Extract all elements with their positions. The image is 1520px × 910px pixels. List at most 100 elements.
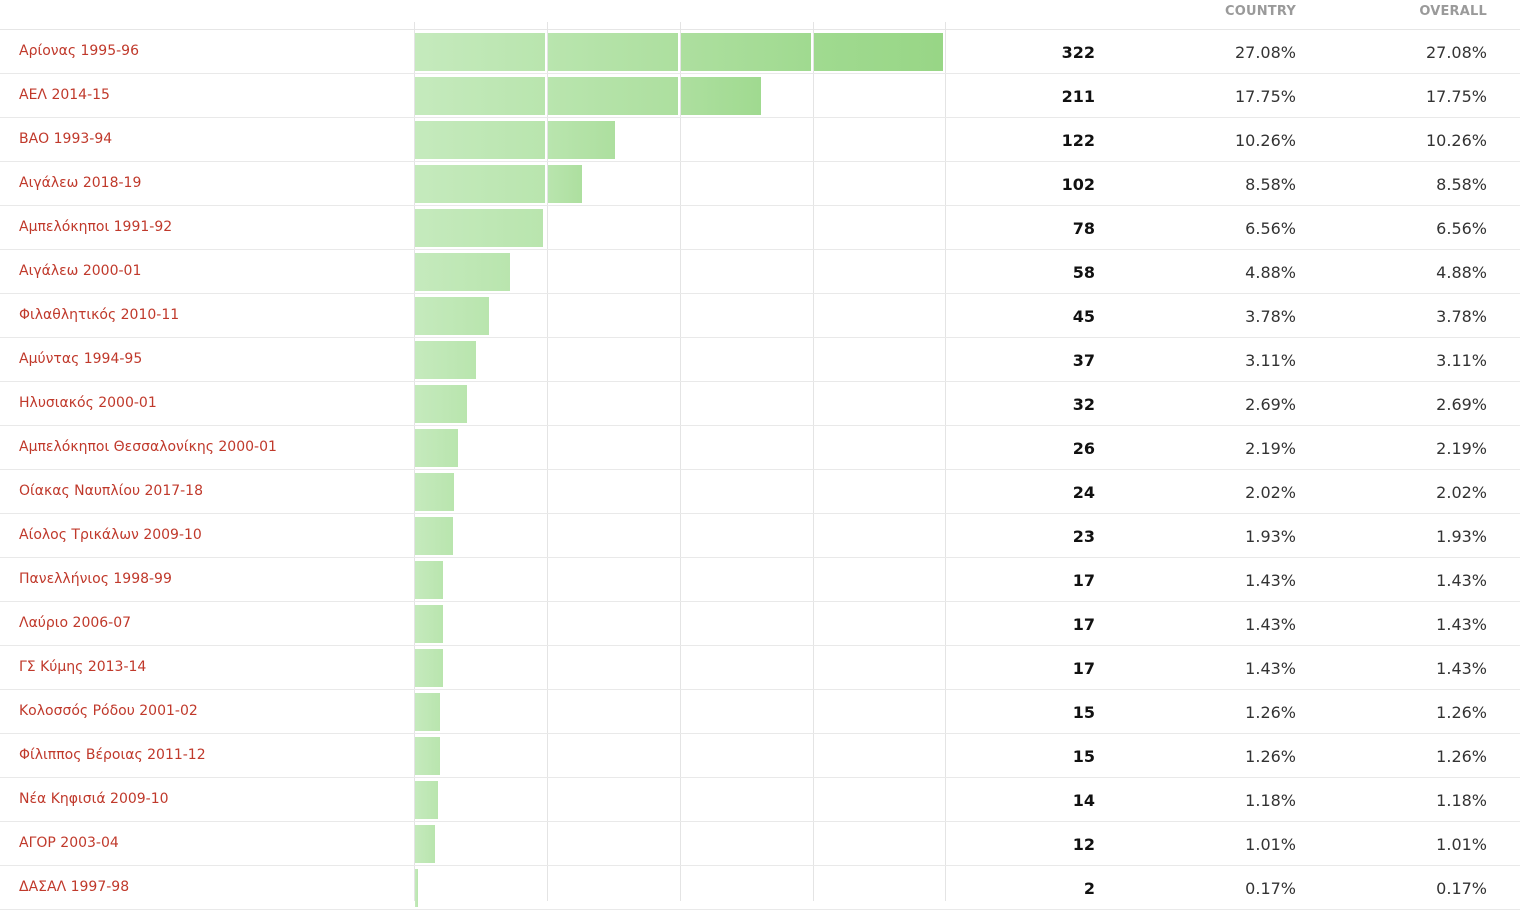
row-overall-percent: 6.56% xyxy=(1436,219,1487,238)
table-row: Λαύριο 2006-07 17 1.43% 1.43% xyxy=(0,602,1520,646)
row-count: 122 xyxy=(1061,131,1095,150)
row-country-percent: 3.78% xyxy=(1245,307,1296,326)
table-row: Αμπελόκηποι 1991-92 78 6.56% 6.56% xyxy=(0,206,1520,250)
row-label-link[interactable]: Αίολος Τρικάλων 2009-10 xyxy=(19,527,202,543)
table-row: Ηλυσιακός 2000-01 32 2.69% 2.69% xyxy=(0,382,1520,426)
row-overall-percent: 27.08% xyxy=(1425,43,1487,62)
row-country-percent: 27.08% xyxy=(1234,43,1296,62)
row-overall-percent: 1.26% xyxy=(1436,747,1487,766)
table-row: ΑΕΛ 2014-15 211 17.75% 17.75% xyxy=(0,74,1520,118)
row-country-percent: 2.69% xyxy=(1245,395,1296,414)
row-label-link[interactable]: Ηλυσιακός 2000-01 xyxy=(19,395,157,411)
row-country-percent: 10.26% xyxy=(1234,131,1296,150)
table-row: Αιγάλεω 2000-01 58 4.88% 4.88% xyxy=(0,250,1520,294)
row-count: 37 xyxy=(1072,351,1095,370)
row-country-percent: 4.88% xyxy=(1245,263,1296,282)
row-count: 26 xyxy=(1072,439,1095,458)
row-count: 211 xyxy=(1061,87,1095,106)
row-count: 322 xyxy=(1061,43,1095,62)
row-label-link[interactable]: Αμπελόκηποι 1991-92 xyxy=(19,219,173,235)
row-count: 102 xyxy=(1061,175,1095,194)
table-row: Νέα Κηφισιά 2009-10 14 1.18% 1.18% xyxy=(0,778,1520,822)
column-header-country[interactable]: COUNTRY xyxy=(1224,4,1296,19)
row-count: 14 xyxy=(1072,791,1095,810)
row-country-percent: 3.11% xyxy=(1245,351,1296,370)
row-overall-percent: 0.17% xyxy=(1436,879,1487,898)
row-count: 2 xyxy=(1083,879,1095,898)
row-overall-percent: 1.93% xyxy=(1436,527,1487,546)
column-header-overall[interactable]: OVERALL xyxy=(1419,4,1487,19)
row-country-percent: 17.75% xyxy=(1234,87,1296,106)
row-overall-percent: 4.88% xyxy=(1436,263,1487,282)
row-count: 45 xyxy=(1072,307,1095,326)
row-label-link[interactable]: Αμύντας 1994-95 xyxy=(19,351,143,367)
row-country-percent: 1.18% xyxy=(1245,791,1296,810)
row-label-link[interactable]: Αιγάλεω 2018-19 xyxy=(19,175,142,191)
table-row: Φίλιππος Βέροιας 2011-12 15 1.26% 1.26% xyxy=(0,734,1520,778)
table-row: Αμπελόκηποι Θεσσαλονίκης 2000-01 26 2.19% 2… xyxy=(0,426,1520,470)
row-count: 17 xyxy=(1072,659,1095,678)
table-row: Αμύντας 1994-95 37 3.11% 3.11% xyxy=(0,338,1520,382)
row-overall-percent: 2.02% xyxy=(1436,483,1487,502)
row-count: 23 xyxy=(1072,527,1095,546)
row-count: 17 xyxy=(1072,615,1095,634)
row-country-percent: 2.02% xyxy=(1245,483,1296,502)
table-row: Πανελλήνιος 1998-99 17 1.43% 1.43% xyxy=(0,558,1520,602)
row-label-link[interactable]: Φίλιππος Βέροιας 2011-12 xyxy=(19,747,206,763)
row-count: 58 xyxy=(1072,263,1095,282)
row-label-link[interactable]: Κολοσσός Ρόδου 2001-02 xyxy=(19,703,198,719)
row-overall-percent: 1.26% xyxy=(1436,703,1487,722)
row-overall-percent: 1.43% xyxy=(1436,571,1487,590)
table-row: Αρίονας 1995-96 322 27.08% 27.08% xyxy=(0,30,1520,74)
row-label-link[interactable]: ΓΣ Κύμης 2013-14 xyxy=(19,659,147,675)
row-label-link[interactable]: ΑΓΟΡ 2003-04 xyxy=(19,835,119,851)
row-country-percent: 2.19% xyxy=(1245,439,1296,458)
table-row: Οίακας Ναυπλίου 2017-18 24 2.02% 2.02% xyxy=(0,470,1520,514)
table-header: COUNTRY OVERALL xyxy=(0,0,1520,30)
row-count: 24 xyxy=(1072,483,1095,502)
table-row: ΑΓΟΡ 2003-04 12 1.01% 1.01% xyxy=(0,822,1520,866)
table-row: ΒΑΟ 1993-94 122 10.26% 10.26% xyxy=(0,118,1520,162)
row-country-percent: 8.58% xyxy=(1245,175,1296,194)
row-overall-percent: 10.26% xyxy=(1425,131,1487,150)
row-label-link[interactable]: Αιγάλεω 2000-01 xyxy=(19,263,142,279)
table-row: ΓΣ Κύμης 2013-14 17 1.43% 1.43% xyxy=(0,646,1520,690)
row-label-link[interactable]: Αμπελόκηποι Θεσσαλονίκης 2000-01 xyxy=(19,439,277,455)
row-country-percent: 1.26% xyxy=(1245,747,1296,766)
row-overall-percent: 2.69% xyxy=(1436,395,1487,414)
row-overall-percent: 3.78% xyxy=(1436,307,1487,326)
row-count: 15 xyxy=(1072,703,1095,722)
row-label-link[interactable]: ΑΕΛ 2014-15 xyxy=(19,87,110,103)
row-overall-percent: 1.01% xyxy=(1436,835,1487,854)
row-overall-percent: 3.11% xyxy=(1436,351,1487,370)
row-count: 17 xyxy=(1072,571,1095,590)
row-overall-percent: 2.19% xyxy=(1436,439,1487,458)
row-country-percent: 6.56% xyxy=(1245,219,1296,238)
row-country-percent: 1.01% xyxy=(1245,835,1296,854)
row-country-percent: 1.43% xyxy=(1245,659,1296,678)
row-count: 78 xyxy=(1072,219,1095,238)
row-label-link[interactable]: Οίακας Ναυπλίου 2017-18 xyxy=(19,483,203,499)
row-country-percent: 1.93% xyxy=(1245,527,1296,546)
row-overall-percent: 8.58% xyxy=(1436,175,1487,194)
row-label-link[interactable]: ΔΑΣΑΛ 1997-98 xyxy=(19,879,130,895)
table-row: Αιγάλεω 2018-19 102 8.58% 8.58% xyxy=(0,162,1520,206)
table-row: Φιλαθλητικός 2010-11 45 3.78% 3.78% xyxy=(0,294,1520,338)
table-row: ΔΑΣΑΛ 1997-98 2 0.17% 0.17% xyxy=(0,866,1520,910)
row-country-percent: 1.43% xyxy=(1245,615,1296,634)
row-label-link[interactable]: Νέα Κηφισιά 2009-10 xyxy=(19,791,169,807)
row-label-link[interactable]: Αρίονας 1995-96 xyxy=(19,43,139,59)
row-label-link[interactable]: ΒΑΟ 1993-94 xyxy=(19,131,113,147)
row-count: 15 xyxy=(1072,747,1095,766)
row-label-link[interactable]: Λαύριο 2006-07 xyxy=(19,615,132,631)
row-label-link[interactable]: Φιλαθλητικός 2010-11 xyxy=(19,307,180,323)
row-overall-percent: 1.18% xyxy=(1436,791,1487,810)
row-country-percent: 1.26% xyxy=(1245,703,1296,722)
row-country-percent: 1.43% xyxy=(1245,571,1296,590)
row-label-link[interactable]: Πανελλήνιος 1998-99 xyxy=(19,571,172,587)
table-row: Αίολος Τρικάλων 2009-10 23 1.93% 1.93% xyxy=(0,514,1520,558)
row-overall-percent: 1.43% xyxy=(1436,659,1487,678)
row-overall-percent: 17.75% xyxy=(1425,87,1487,106)
row-count: 12 xyxy=(1072,835,1095,854)
